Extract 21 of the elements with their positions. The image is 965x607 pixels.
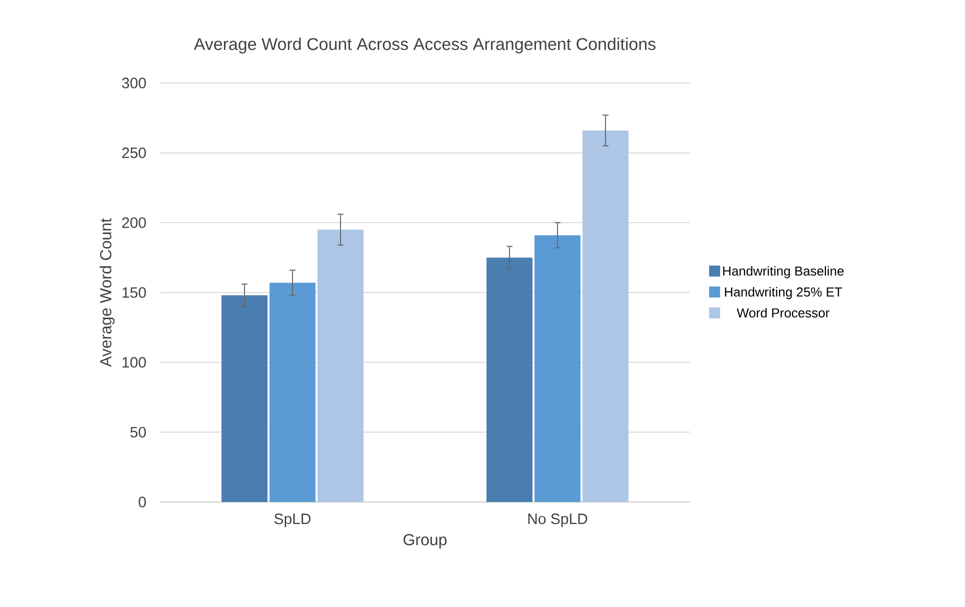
y-tick-label: 50 <box>130 426 146 438</box>
y-tick-label: 300 <box>122 78 146 88</box>
legend-label: Word Processor <box>736 308 830 318</box>
y-tick-label: 150 <box>122 287 146 298</box>
x-axis-title: Group <box>404 534 447 548</box>
y-tick-label: 250 <box>122 148 146 158</box>
bar <box>534 235 581 502</box>
bar <box>222 295 268 502</box>
y-axis-title: Average Word Count <box>100 218 115 367</box>
y-tick-label: 200 <box>122 217 146 228</box>
y-tick-label: 0 <box>138 496 146 508</box>
legend-label: Handwriting Baseline <box>723 266 844 278</box>
bar <box>582 130 629 502</box>
bar <box>270 282 316 502</box>
legend-label: Handwriting 25% ET <box>724 287 842 300</box>
y-tick-label: 100 <box>122 357 146 368</box>
x-tick-label: SpLD <box>274 514 311 528</box>
bar <box>486 258 533 502</box>
x-tick-label: No SpLD <box>528 514 588 528</box>
bar <box>318 230 364 502</box>
chart-title: Average Word Count Across Access Arrangement Conditions <box>194 38 656 54</box>
